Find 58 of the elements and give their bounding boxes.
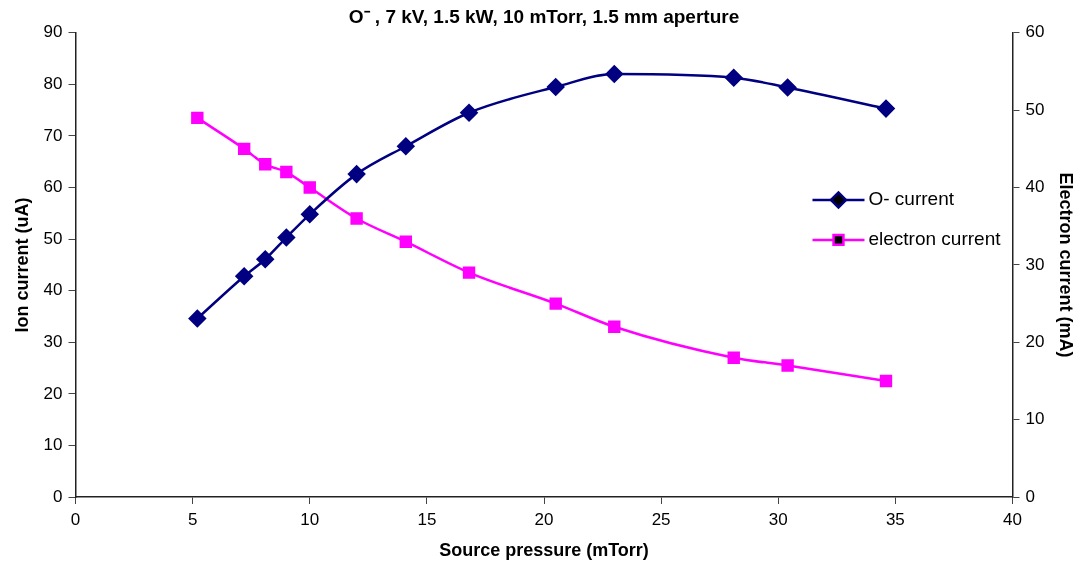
- legend-label: electron current: [868, 228, 1002, 250]
- legend-label: O- current: [868, 188, 955, 210]
- point: [605, 65, 624, 83]
- y2-tick-label: 0: [1025, 486, 1035, 506]
- y2-tick-label: 50: [1025, 99, 1045, 119]
- y-tick-label: 30: [43, 331, 63, 351]
- point: [280, 165, 293, 179]
- y2-axis-title: Electron current (mA): [1056, 172, 1077, 358]
- point: [879, 374, 893, 388]
- point: [237, 142, 251, 156]
- point: [781, 359, 794, 372]
- point: [727, 351, 740, 364]
- point: [546, 78, 565, 96]
- y2-tick-label: 40: [1025, 177, 1045, 197]
- x-tick-label: 40: [1003, 509, 1022, 529]
- point: [549, 297, 562, 310]
- x-tick-label: 30: [768, 509, 788, 529]
- y-tick-label: 20: [43, 383, 63, 403]
- point: [778, 78, 797, 97]
- point: [301, 205, 319, 224]
- y-tick-label: 90: [43, 22, 63, 42]
- y2-tick-label: 30: [1025, 254, 1045, 274]
- y2-tick-label: 10: [1025, 409, 1045, 429]
- point: [347, 165, 366, 183]
- point: [460, 104, 478, 122]
- point: [397, 137, 415, 156]
- x-tick-label: 10: [300, 509, 320, 529]
- point: [462, 266, 476, 279]
- x-tick-label: 5: [187, 509, 198, 529]
- x-tick-label: 20: [534, 509, 554, 529]
- point: [277, 228, 296, 247]
- point: [724, 68, 743, 87]
- y-tick-label: 70: [43, 125, 63, 145]
- x-tick-label: 0: [70, 509, 81, 529]
- point: [303, 181, 316, 194]
- y-tick-label: 60: [43, 177, 63, 197]
- x-tick-label: 25: [651, 509, 671, 529]
- point: [256, 250, 274, 268]
- chart-title: O⁻ , 7 kV, 1.5 kW, 10 mTorr, 1.5 mm aperture: [348, 5, 740, 27]
- point: [399, 235, 412, 248]
- point: [350, 212, 363, 225]
- y2-tick-label: 60: [1025, 22, 1045, 42]
- y-tick-label: 50: [43, 228, 63, 248]
- x-tick-label: 35: [885, 509, 905, 529]
- point: [877, 99, 895, 118]
- point: [259, 158, 272, 171]
- y-axis-title: Ion current (uA): [11, 197, 32, 333]
- point: [608, 320, 621, 333]
- y-tick-label: 80: [43, 74, 63, 94]
- y2-tick-label: 20: [1025, 331, 1045, 351]
- y-tick-label: 40: [43, 280, 63, 300]
- y-tick-label: 0: [53, 486, 63, 506]
- y-tick-label: 10: [43, 435, 63, 455]
- point: [188, 309, 207, 328]
- point: [235, 267, 253, 285]
- point: [191, 111, 204, 125]
- x-axis-title: Source pressure (mTorr): [439, 540, 649, 561]
- x-tick-label: 15: [417, 509, 437, 529]
